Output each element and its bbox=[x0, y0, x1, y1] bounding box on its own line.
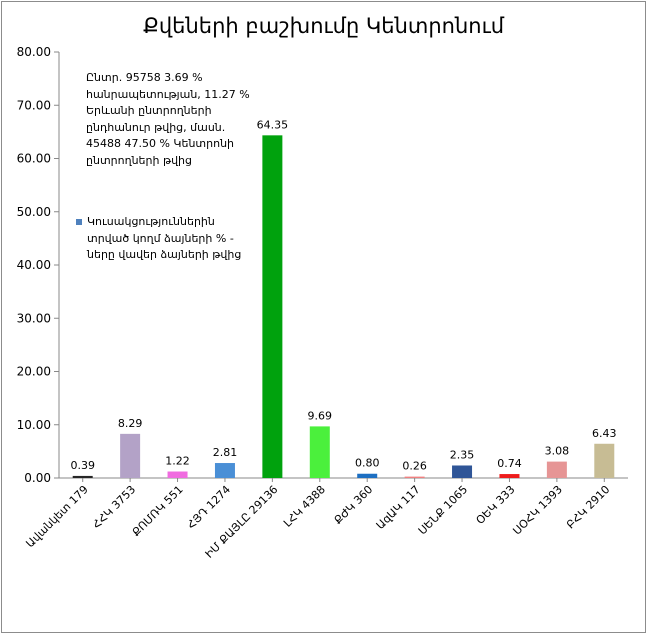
x-tick-label: ՔԺԿ 360 bbox=[331, 483, 375, 527]
bar bbox=[120, 433, 141, 478]
y-tick-label: 40.00 bbox=[17, 258, 51, 272]
x-tick-label: ՀՀԿ 3753 bbox=[90, 483, 138, 531]
bar-value-label: 8.29 bbox=[118, 417, 143, 430]
x-tick-label: ԱզԱԿ 117 bbox=[374, 483, 423, 532]
y-tick-label: 20.00 bbox=[17, 365, 51, 379]
bar bbox=[167, 471, 188, 478]
bar bbox=[594, 443, 615, 478]
bar bbox=[262, 135, 283, 478]
bar-value-label: 3.08 bbox=[545, 445, 570, 458]
bar bbox=[404, 476, 425, 478]
x-tick-label: ԲՀԿ 2910 bbox=[564, 483, 612, 531]
y-tick-label: 30.00 bbox=[17, 311, 51, 325]
bar bbox=[72, 475, 93, 478]
y-tick-label: 80.00 bbox=[17, 45, 51, 59]
bar bbox=[546, 461, 567, 478]
legend-label: Կուսակցություններին տրված կողմ ձայների %… bbox=[87, 215, 242, 261]
bar-value-label: 0.26 bbox=[402, 460, 427, 473]
x-tick-label: ԼՀԿ 4388 bbox=[281, 483, 328, 530]
bar-value-label: 64.35 bbox=[257, 118, 289, 131]
y-tick-label: 60.00 bbox=[17, 152, 51, 166]
x-tick-label: ՍԵՆՔ 1065 bbox=[416, 483, 470, 537]
bar-value-label: 2.81 bbox=[213, 446, 238, 459]
y-tick-label: 70.00 bbox=[17, 98, 51, 112]
bar bbox=[452, 465, 473, 478]
bar-value-label: 0.80 bbox=[355, 457, 380, 470]
chart-title: Քվեների բաշխումը Կենտրոնում bbox=[142, 14, 505, 38]
x-tick-label: ՕԵԿ 333 bbox=[474, 483, 518, 527]
y-tick-label: 10.00 bbox=[17, 418, 51, 432]
bar bbox=[309, 426, 330, 478]
bar-value-label: 9.69 bbox=[308, 409, 333, 422]
bar bbox=[214, 463, 235, 478]
bar-value-label: 1.22 bbox=[165, 455, 190, 468]
bar-value-label: 2.35 bbox=[450, 448, 475, 461]
bar-value-label: 0.74 bbox=[497, 457, 522, 470]
bar bbox=[357, 473, 378, 478]
bar-value-label: 0.39 bbox=[70, 459, 95, 472]
chart-legend: Կուսակցություններին տրված կողմ ձայների %… bbox=[76, 214, 251, 264]
x-tick-label: ՔՈՄՌԿ 551 bbox=[130, 483, 186, 539]
x-tick-label: Ավանկետ 179 bbox=[23, 483, 90, 550]
chart-annotation: Ընտր. 95758 3.69 % հանրապետության, 11.27… bbox=[86, 71, 250, 167]
y-tick-label: 50.00 bbox=[17, 205, 51, 219]
y-tick-label: 0.00 bbox=[24, 471, 51, 485]
bar bbox=[499, 474, 520, 478]
bar-value-label: 6.43 bbox=[592, 427, 617, 440]
x-tick-label: ՍՕՀԿ 1393 bbox=[510, 483, 565, 538]
legend-swatch bbox=[76, 219, 82, 225]
x-tick-label: ՀՅԴ 1274 bbox=[185, 483, 234, 532]
